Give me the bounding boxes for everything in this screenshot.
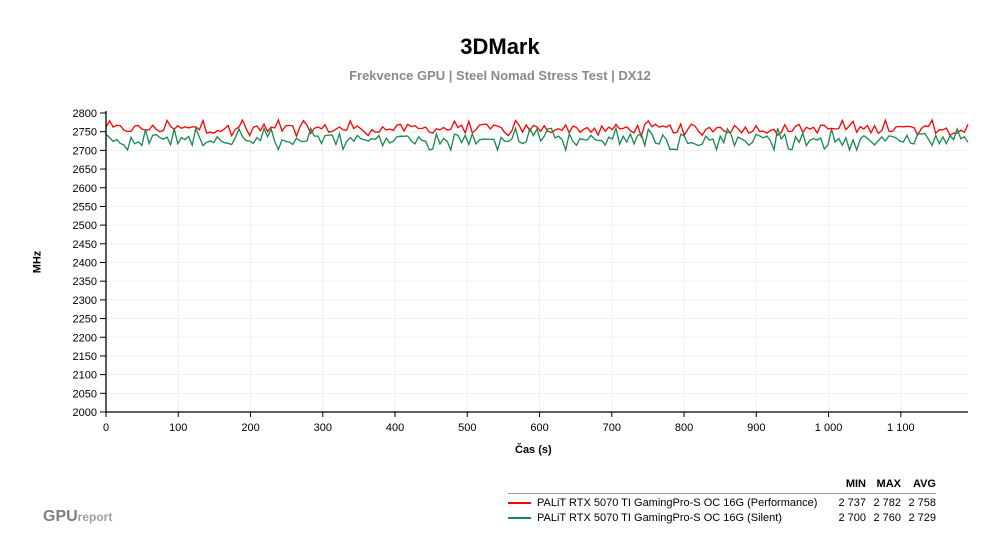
chart-title: 3DMark bbox=[460, 34, 540, 59]
svg-text:1 000: 1 000 bbox=[815, 422, 843, 434]
grid-lines bbox=[106, 112, 968, 412]
svg-text:2050: 2050 bbox=[73, 388, 97, 400]
legend-item-performance: PALiT RTX 5070 TI GamingPro-S OC 16G (Pe… bbox=[508, 496, 936, 509]
chart-subtitle: Frekvence GPU | Steel Nomad Stress Test … bbox=[349, 68, 651, 83]
svg-text:2750: 2750 bbox=[73, 127, 97, 139]
svg-text:2300: 2300 bbox=[73, 295, 97, 307]
svg-text:2000: 2000 bbox=[73, 407, 97, 419]
svg-text:2500: 2500 bbox=[73, 220, 97, 232]
svg-text:2150: 2150 bbox=[73, 351, 97, 363]
y-axis-title: MHz bbox=[31, 250, 44, 274]
svg-text:2450: 2450 bbox=[73, 239, 97, 251]
svg-text:1 100: 1 100 bbox=[887, 422, 915, 434]
series-line-1 bbox=[105, 125, 969, 153]
legend-swatch-green bbox=[508, 516, 531, 519]
legend-swatch-red bbox=[508, 501, 531, 504]
svg-text:900: 900 bbox=[747, 422, 765, 434]
svg-text:500: 500 bbox=[458, 422, 476, 434]
svg-text:2700: 2700 bbox=[73, 145, 97, 157]
axes: 2000205021002150220022502300235024002450… bbox=[73, 108, 968, 434]
legend-header: MIN MAX AVG bbox=[508, 478, 936, 494]
svg-text:0: 0 bbox=[103, 422, 109, 434]
svg-text:200: 200 bbox=[241, 422, 259, 434]
data-series bbox=[105, 118, 969, 153]
gpureport-logo: GPUreport bbox=[43, 508, 113, 525]
svg-text:2800: 2800 bbox=[73, 108, 97, 120]
svg-text:400: 400 bbox=[386, 422, 404, 434]
svg-text:100: 100 bbox=[169, 422, 187, 434]
svg-text:600: 600 bbox=[530, 422, 548, 434]
svg-text:700: 700 bbox=[603, 422, 621, 434]
svg-text:2250: 2250 bbox=[73, 314, 97, 326]
svg-text:2350: 2350 bbox=[73, 276, 97, 288]
legend: MIN MAX AVG PALiT RTX 5070 TI GamingPro-… bbox=[508, 478, 936, 524]
svg-text:2550: 2550 bbox=[73, 201, 97, 213]
x-axis-title: Čas (s) bbox=[515, 444, 552, 456]
svg-text:800: 800 bbox=[675, 422, 693, 434]
svg-text:2100: 2100 bbox=[73, 370, 97, 382]
series-line-0 bbox=[105, 118, 969, 139]
legend-item-silent: PALiT RTX 5070 TI GamingPro-S OC 16G (Si… bbox=[508, 511, 936, 524]
svg-text:2600: 2600 bbox=[73, 183, 97, 195]
svg-text:2650: 2650 bbox=[73, 164, 97, 176]
svg-text:2200: 2200 bbox=[73, 332, 97, 344]
svg-text:300: 300 bbox=[314, 422, 332, 434]
svg-text:2400: 2400 bbox=[73, 258, 97, 270]
